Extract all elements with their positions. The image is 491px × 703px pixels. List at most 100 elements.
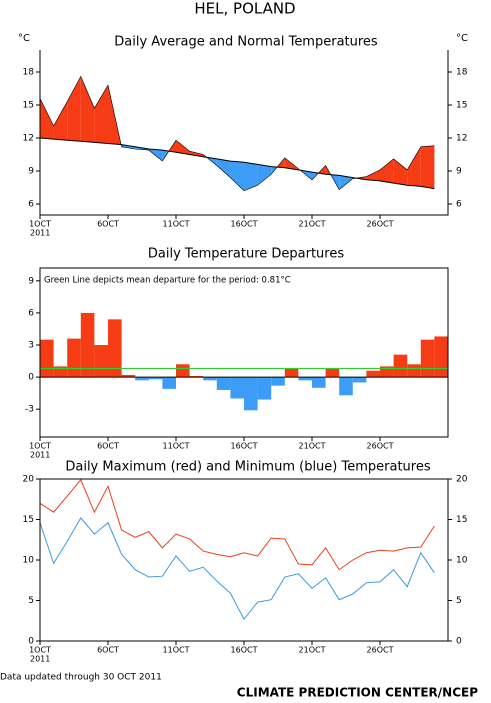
bar — [352, 377, 367, 383]
bar — [80, 312, 95, 378]
bar — [135, 377, 149, 381]
x-tick-label: 6OCT — [97, 442, 119, 451]
anomaly-fill — [230, 161, 244, 191]
bar — [325, 368, 340, 378]
anomaly-fill — [420, 145, 435, 189]
anomaly-fill — [176, 140, 190, 155]
anomaly-fill — [40, 98, 54, 140]
bar — [40, 339, 54, 378]
bar — [216, 377, 231, 390]
bar — [393, 354, 408, 378]
y-unit-left: °C — [18, 33, 30, 44]
x-year-label: 2011 — [30, 655, 50, 664]
y-tick-label: 9 — [28, 276, 34, 286]
y2-tick-label: 15 — [456, 515, 467, 525]
bar — [434, 336, 448, 378]
y2-tick-label: 6 — [456, 200, 462, 210]
y-tick-label: -3 — [25, 405, 34, 415]
bar — [420, 339, 435, 378]
bar — [257, 377, 272, 400]
bar — [108, 319, 122, 378]
series-line — [39, 478, 435, 571]
x-tick-label: 16OCT — [231, 646, 258, 655]
y-tick-label: 9 — [28, 167, 34, 177]
panel-title: Daily Maximum (red) and Minimum (blue) T… — [65, 460, 430, 475]
axis-frame — [39, 478, 449, 642]
x-tick-label: 26OCT — [367, 646, 394, 655]
bar — [298, 377, 312, 381]
x-tick-label: 26OCT — [367, 442, 394, 451]
x-tick-label: 21OCT — [299, 646, 326, 655]
x-tick-label: 1OCT — [29, 442, 51, 451]
bar — [312, 377, 326, 388]
y-tick-label: 10 — [23, 556, 35, 566]
bar — [366, 370, 380, 378]
anomaly-fill — [407, 146, 421, 187]
x-tick-label: 6OCT — [97, 646, 119, 655]
credit: CLIMATE PREDICTION CENTER/NCEP — [237, 686, 478, 700]
bar — [284, 368, 299, 378]
y-tick-label: 12 — [23, 134, 34, 144]
y2-tick-label: 15 — [456, 101, 467, 111]
x-tick-label: 16OCT — [231, 220, 258, 229]
bar — [230, 377, 244, 399]
y-tick-label: 6 — [28, 308, 34, 318]
y2-tick-label: 0 — [456, 637, 462, 647]
bar — [189, 376, 204, 378]
anomaly-fill — [189, 151, 204, 157]
y-tick-label: 0 — [28, 373, 34, 383]
y2-tick-label: 12 — [456, 134, 467, 144]
x-tick-label: 1OCT — [29, 646, 51, 655]
anomaly-fill — [380, 158, 394, 184]
x-tick-label: 11OCT — [163, 442, 190, 451]
bar — [176, 364, 190, 378]
anomaly-fill — [94, 85, 108, 144]
y2-tick-label: 18 — [456, 68, 468, 78]
bar — [53, 366, 68, 378]
x-tick-label: 16OCT — [231, 442, 258, 451]
x-tick-label: 1OCT — [29, 220, 51, 229]
x-tick-label: 21OCT — [299, 442, 326, 451]
footer-note: Data updated through 30 OCT 2011 — [0, 673, 162, 683]
x-tick-label: 6OCT — [97, 220, 119, 229]
panel-title: Daily Temperature Departures — [148, 247, 344, 262]
y-unit-right: °C — [456, 33, 468, 44]
y-tick-label: 6 — [28, 200, 34, 210]
bar — [94, 345, 108, 378]
y-tick-label: 15 — [23, 515, 34, 525]
bar — [67, 338, 81, 378]
y-tick-label: 15 — [23, 101, 34, 111]
bar — [271, 377, 285, 386]
anomaly-fill — [366, 169, 380, 181]
x-tick-label: 21OCT — [299, 220, 326, 229]
anomaly-fill — [257, 164, 272, 186]
x-tick-label: 26OCT — [367, 220, 394, 229]
bar — [339, 377, 353, 396]
normal-line — [39, 137, 435, 190]
bar — [121, 374, 136, 378]
page-title: HEL, POLAND — [194, 0, 295, 18]
bar — [203, 377, 217, 381]
bar — [244, 377, 258, 411]
y-tick-label: 18 — [23, 68, 35, 78]
bar — [380, 366, 394, 378]
y-tick-label: 20 — [23, 475, 35, 485]
x-year-label: 2011 — [30, 451, 50, 460]
y-tick-label: 5 — [28, 596, 34, 606]
y-tick-label: 0 — [28, 637, 34, 647]
y2-tick-label: 10 — [456, 556, 468, 566]
x-tick-label: 11OCT — [163, 220, 190, 229]
x-tick-label: 11OCT — [163, 646, 190, 655]
bar — [162, 377, 176, 389]
y-tick-label: 3 — [28, 341, 34, 351]
x-year-label: 2011 — [30, 229, 50, 238]
anomaly-fill — [339, 175, 353, 190]
bar — [407, 364, 421, 378]
anomaly-fill — [393, 158, 408, 186]
values-line — [39, 75, 435, 192]
axis-frame — [39, 267, 449, 438]
y2-tick-label: 9 — [456, 167, 462, 177]
y2-tick-label: 5 — [456, 596, 462, 606]
anomaly-fill — [216, 158, 231, 178]
